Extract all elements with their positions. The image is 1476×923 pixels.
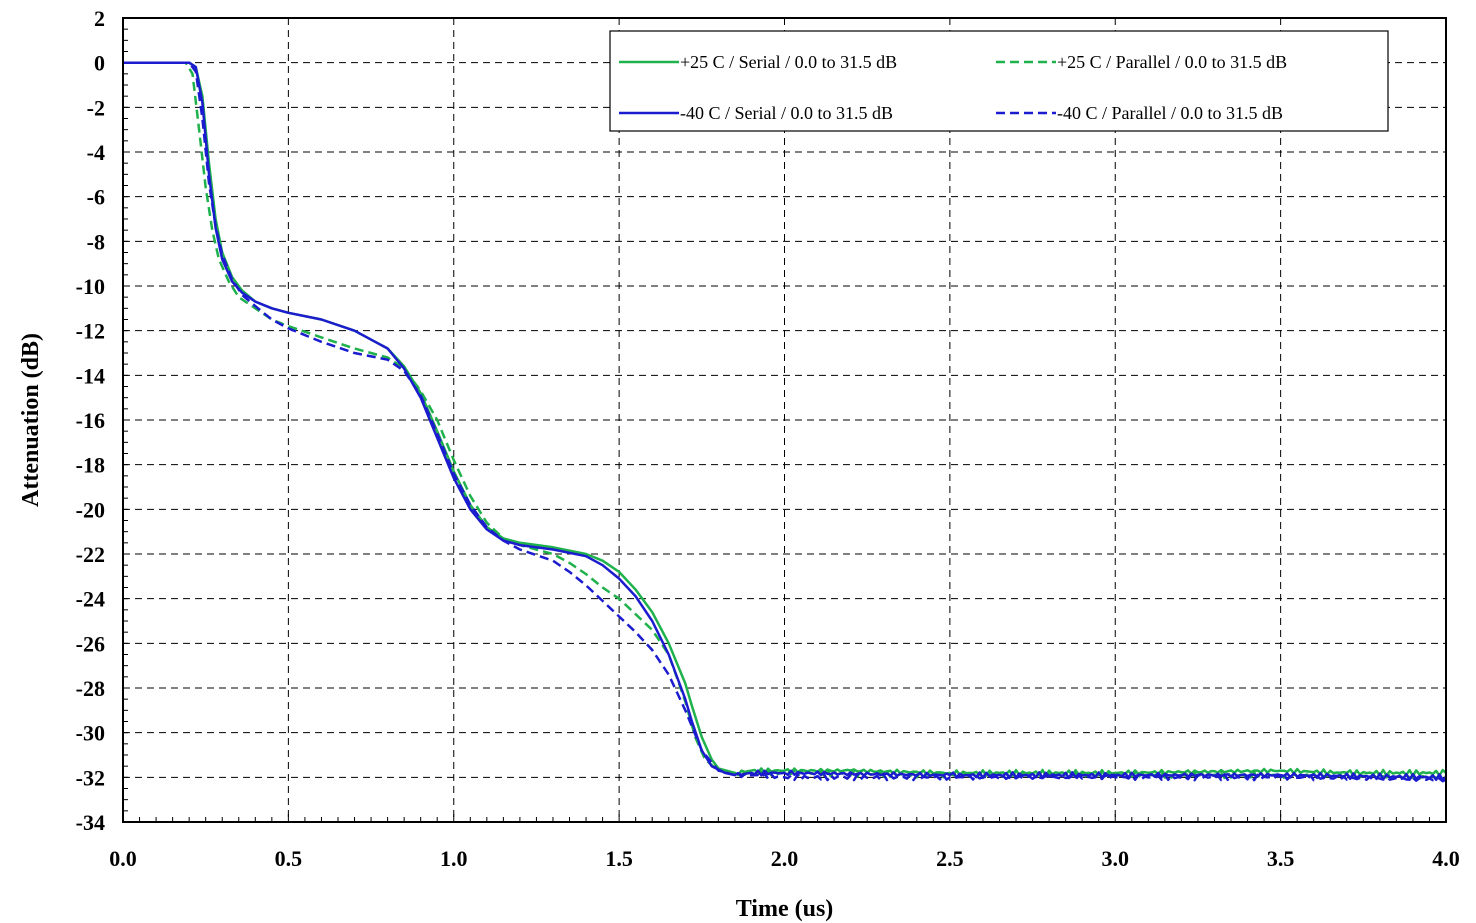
y-tick-label: -20 <box>76 497 105 522</box>
y-tick-label: -8 <box>87 229 105 254</box>
y-tick-label: -16 <box>76 408 105 433</box>
legend-label: +25 C / Parallel / 0.0 to 31.5 dB <box>1057 52 1287 72</box>
plot-area-frame <box>122 17 1447 823</box>
y-axis-tick-labels: 2 0 -2 -4 -6 -8 -10 -12 -14 -16 -18 -20 -22 -24 -26 -28… <box>76 6 105 835</box>
y-tick-label: -24 <box>76 587 105 612</box>
x-tick-label: 1.0 <box>440 846 468 871</box>
y-tick-label: -28 <box>76 676 105 701</box>
y-tick-label: -22 <box>76 542 105 567</box>
y-tick-label: -4 <box>87 140 105 165</box>
x-tick-label: 1.5 <box>605 846 633 871</box>
x-axis-tick-labels: 0.0 0.5 1.0 1.5 2.0 2.5 3.0 3.5 4.0 <box>109 846 1460 871</box>
grid-lines <box>123 18 1446 822</box>
legend-label: -40 C / Serial / 0.0 to 31.5 dB <box>680 103 893 123</box>
x-tick-label: 3.5 <box>1267 846 1295 871</box>
y-tick-label: -32 <box>76 765 105 790</box>
y-tick-label: -6 <box>87 185 105 210</box>
y-tick-label: -12 <box>76 319 105 344</box>
legend-label: +25 C / Serial / 0.0 to 31.5 dB <box>680 52 897 72</box>
y-tick-label: -10 <box>76 274 105 299</box>
y-tick-label: 0 <box>94 51 105 76</box>
y-tick-label: -34 <box>76 810 105 835</box>
x-tick-label: 0.0 <box>109 846 137 871</box>
y-tick-label: 2 <box>94 6 105 31</box>
x-axis-title: Time (us) <box>736 896 834 922</box>
y-tick-label: -30 <box>76 721 105 746</box>
y-axis-title: Attenuation (dB) <box>18 333 44 507</box>
y-tick-label: -2 <box>87 95 105 120</box>
x-tick-label: 2.0 <box>771 846 799 871</box>
y-tick-label: -18 <box>76 453 105 478</box>
x-tick-label: 2.5 <box>936 846 964 871</box>
legend-label: -40 C / Parallel / 0.0 to 31.5 dB <box>1057 103 1283 123</box>
legend-box <box>609 30 1389 132</box>
x-tick-label: 3.0 <box>1102 846 1130 871</box>
legend: +25 C / Serial / 0.0 to 31.5 dB +25 C / P… <box>609 30 1389 132</box>
series-lines <box>123 61 1447 783</box>
y-tick-label: -26 <box>76 631 105 656</box>
x-tick-label: 4.0 <box>1432 846 1460 871</box>
series-line <box>123 61 1447 782</box>
y-tick-label: -14 <box>76 363 105 388</box>
x-tick-label: 0.5 <box>275 846 303 871</box>
series-line <box>123 61 1447 783</box>
